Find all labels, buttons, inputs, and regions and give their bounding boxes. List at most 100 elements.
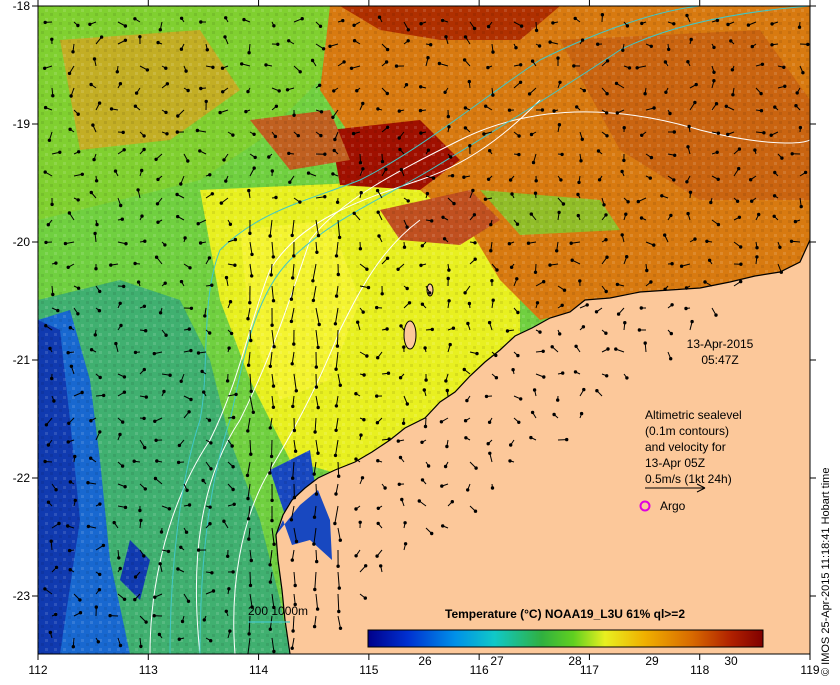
velocity-arrow-head bbox=[312, 299, 314, 301]
velocity-arrow-head bbox=[250, 453, 252, 455]
velocity-arrow-head bbox=[143, 148, 145, 150]
velocity-arrow-head bbox=[313, 473, 315, 475]
velocity-arrow-head bbox=[228, 588, 230, 590]
velocity-arrow-head bbox=[99, 431, 101, 433]
velocity-arrow-head bbox=[380, 565, 382, 567]
velocity-arrow-head bbox=[273, 543, 275, 545]
velocity-arrow-head bbox=[549, 264, 551, 266]
velocity-arrow-head bbox=[320, 111, 322, 113]
velocity-arrow-head bbox=[145, 330, 147, 332]
velocity-arrow-head bbox=[301, 18, 303, 20]
velocity-arrow-head bbox=[122, 131, 124, 133]
velocity-arrow-head bbox=[774, 171, 776, 173]
velocity-arrow-head bbox=[756, 256, 758, 258]
velocity-arrow-head bbox=[385, 61, 387, 63]
velocity-arrow-head bbox=[518, 153, 520, 155]
velocity-arrow-head bbox=[636, 67, 638, 69]
velocity-arrow-head bbox=[307, 172, 309, 174]
velocity-arrow-head bbox=[118, 557, 120, 559]
x-tick-label: 113 bbox=[139, 663, 158, 677]
velocity-arrow-head bbox=[79, 599, 81, 601]
velocity-arrow-head bbox=[123, 391, 125, 393]
velocity-arrow-head bbox=[717, 223, 719, 225]
velocity-arrow-head bbox=[93, 158, 95, 160]
velocity-arrow-head bbox=[44, 460, 46, 462]
velocity-arrow-head bbox=[49, 631, 51, 633]
velocity-arrow-head bbox=[420, 23, 422, 25]
velocity-arrow-head bbox=[125, 243, 127, 245]
velocity-arrow-head bbox=[750, 179, 752, 181]
velocity-arrow-head bbox=[386, 92, 388, 94]
velocity-arrow-head bbox=[395, 65, 397, 67]
x-tick-label: 117 bbox=[580, 663, 599, 677]
velocity-arrow-head bbox=[248, 52, 250, 54]
velocity-arrow-head bbox=[468, 80, 470, 82]
velocity-arrow-head bbox=[603, 204, 605, 206]
velocity-arrow-head bbox=[225, 610, 227, 612]
velocity-arrow-head bbox=[485, 395, 487, 397]
velocity-arrow-head bbox=[210, 468, 212, 470]
velocity-arrow-head bbox=[154, 596, 156, 598]
velocity-arrow-head bbox=[119, 644, 121, 646]
velocity-arrow-head bbox=[335, 493, 337, 495]
velocity-arrow-head bbox=[353, 24, 355, 26]
velocity-arrow-head bbox=[69, 569, 71, 571]
colorbar-title: Temperature (°C) NOAA19_L3U 61% ql>=2 bbox=[445, 607, 685, 621]
velocity-arrow-head bbox=[269, 628, 271, 630]
velocity-arrow-head bbox=[641, 22, 643, 24]
velocity-arrow-head bbox=[292, 630, 294, 632]
velocity-arrow-head bbox=[77, 113, 79, 115]
velocity-arrow-head bbox=[94, 232, 96, 234]
velocity-arrow-head bbox=[180, 380, 182, 382]
velocity-arrow-head bbox=[686, 14, 688, 16]
velocity-arrow-head bbox=[295, 540, 297, 542]
velocity-arrow-head bbox=[581, 138, 583, 140]
velocity-arrow-head bbox=[81, 391, 83, 393]
velocity-arrow-head bbox=[53, 400, 55, 402]
velocity-arrow-head bbox=[366, 268, 368, 270]
velocity-arrow-head bbox=[790, 240, 792, 242]
velocity-arrow-head bbox=[616, 112, 618, 114]
velocity-arrow-head bbox=[55, 262, 57, 264]
velocity-arrow-head bbox=[664, 234, 666, 236]
velocity-arrow-head bbox=[291, 363, 293, 365]
velocity-arrow-head bbox=[188, 504, 190, 506]
velocity-arrow-head bbox=[360, 434, 362, 436]
velocity-arrow-head bbox=[153, 615, 155, 617]
velocity-arrow-head bbox=[58, 522, 60, 524]
velocity-arrow-head bbox=[732, 94, 734, 96]
velocity-arrow-head bbox=[313, 543, 315, 545]
velocity-arrow-head bbox=[234, 238, 236, 240]
velocity-arrow-head bbox=[779, 246, 781, 248]
velocity-arrow-head bbox=[338, 587, 340, 589]
velocity-arrow-head bbox=[579, 280, 581, 282]
velocity-arrow-head bbox=[646, 269, 648, 271]
velocity-arrow-head bbox=[623, 127, 625, 129]
velocity-arrow-head bbox=[165, 334, 167, 336]
velocity-arrow-head bbox=[338, 236, 340, 238]
velocity-arrow-head bbox=[557, 399, 559, 401]
velocity-arrow-head bbox=[51, 377, 53, 379]
velocity-arrow-head bbox=[427, 149, 429, 151]
velocity-arrow-head bbox=[225, 17, 227, 19]
velocity-arrow-head bbox=[606, 375, 608, 377]
velocity-arrow-head bbox=[653, 107, 655, 109]
velocity-arrow-head bbox=[450, 156, 452, 158]
velocity-arrow-head bbox=[464, 127, 466, 129]
time-label: 05:47Z bbox=[701, 353, 738, 367]
velocity-arrow-head bbox=[791, 153, 793, 155]
velocity-arrow-head bbox=[275, 196, 277, 198]
velocity-arrow-head bbox=[155, 256, 157, 258]
velocity-arrow-head bbox=[322, 48, 324, 50]
velocity-arrow-head bbox=[169, 374, 171, 376]
velocity-arrow-head bbox=[200, 87, 202, 89]
velocity-arrow-head bbox=[291, 647, 293, 649]
y-tick-label: -20 bbox=[13, 235, 31, 249]
velocity-arrow-head bbox=[247, 518, 249, 520]
colorbar-tick-label: 28 bbox=[568, 654, 582, 668]
velocity-arrow-head bbox=[159, 563, 161, 565]
velocity-arrow-head bbox=[81, 173, 83, 175]
velocity-arrow-head bbox=[670, 358, 672, 360]
velocity-arrow-head bbox=[708, 259, 710, 261]
velocity-arrow-head bbox=[47, 501, 49, 503]
